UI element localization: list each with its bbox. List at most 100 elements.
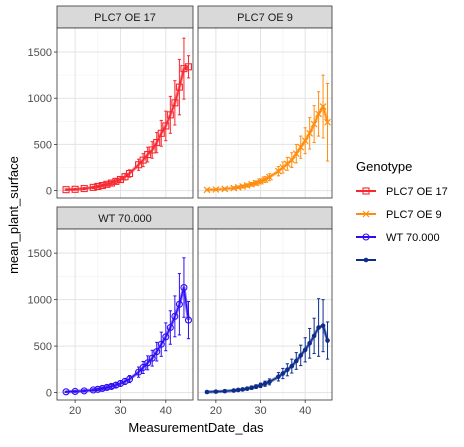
legend-label: PLC7 OE 17	[386, 186, 448, 198]
data-point-marker	[175, 83, 183, 91]
x-tick-label: 40	[160, 405, 172, 417]
x-axis-label: MeasurementDate_das	[128, 420, 264, 435]
data-point-marker	[62, 186, 70, 194]
panel-strip-label: PLC7 OE 17	[94, 12, 156, 24]
data-point-marker	[315, 110, 323, 118]
x-tick-label: 30	[254, 405, 266, 417]
data-point-marker	[280, 371, 286, 376]
data-point-marker	[222, 388, 228, 394]
data-point-marker	[157, 129, 165, 137]
data-point-marker	[94, 182, 102, 191]
y-tick-label: 1500	[28, 47, 52, 59]
data-point-marker	[107, 179, 115, 187]
series-line	[66, 286, 190, 393]
legend-key-marker	[362, 210, 370, 218]
data-point-marker	[80, 387, 88, 395]
legend-key-marker	[363, 257, 369, 263]
data-point-marker	[98, 384, 106, 393]
data-point-marker	[288, 156, 296, 164]
data-point-marker	[289, 363, 295, 369]
panel-border	[56, 228, 194, 401]
data-point-marker	[240, 387, 245, 392]
data-point-marker	[112, 381, 120, 389]
data-point-marker	[125, 169, 134, 178]
series-4	[204, 298, 330, 395]
panel-background	[198, 229, 332, 400]
panel-border	[197, 27, 333, 199]
data-point-marker	[307, 341, 312, 346]
data-point-marker	[71, 387, 79, 396]
x-tick-label: 20	[210, 405, 222, 417]
data-point-marker	[112, 177, 120, 185]
panel-2: PLC7 OE 9	[197, 5, 333, 199]
y-tick-label: 0	[46, 186, 52, 198]
series-3	[62, 257, 193, 396]
data-point-marker	[213, 389, 219, 394]
data-point-marker	[89, 386, 97, 394]
data-point-marker	[204, 389, 210, 395]
x-tick-label: 30	[114, 405, 126, 417]
data-point-marker	[103, 383, 111, 392]
y-axis-label: mean_plant_surface	[6, 156, 21, 274]
data-point-marker	[62, 388, 70, 396]
data-point-marker	[285, 367, 290, 373]
x-tick-label: 20	[69, 405, 81, 417]
y-tick-label: 0	[46, 388, 52, 400]
legend-key-marker	[362, 233, 370, 241]
panel-border	[56, 27, 194, 199]
data-point-marker	[125, 375, 134, 383]
data-point-marker	[175, 300, 183, 308]
legend-label: WT 70.000	[386, 232, 440, 244]
panels-layer: PLC7 OE 17 0 500 1000 1500 PLC7 OE 9 WT 70.000…	[28, 5, 333, 417]
data-point-marker	[319, 103, 327, 110]
data-point-marker	[257, 177, 264, 185]
data-point-marker	[148, 146, 156, 154]
panel-3: WT 70.000 0 500 1000 1500 20 30 40	[28, 206, 194, 417]
panel-border	[197, 228, 333, 401]
legend-item-1: PLC7 OE 17	[356, 186, 448, 198]
data-point-marker	[139, 156, 147, 164]
series-line	[66, 66, 189, 191]
data-point-marker	[184, 63, 193, 71]
y-tick-label: 1000	[28, 93, 52, 105]
panel-gridlines	[57, 28, 193, 198]
data-point-marker	[221, 185, 229, 193]
data-point-marker	[144, 359, 152, 367]
legend-item-4	[356, 257, 376, 263]
data-point-marker	[293, 358, 299, 364]
data-point-marker	[253, 384, 259, 389]
panel-strip-label: WT 70.000	[98, 213, 152, 225]
data-point-marker	[180, 65, 188, 73]
data-point-marker	[171, 312, 179, 320]
data-point-marker	[107, 382, 115, 390]
legend-item-2: PLC7 OE 9	[356, 209, 442, 221]
data-point-marker	[231, 388, 237, 393]
data-point-marker	[212, 186, 220, 193]
data-point-marker	[144, 151, 152, 159]
data-point-marker	[266, 173, 273, 181]
data-point-marker	[311, 333, 317, 339]
data-point-marker	[71, 185, 79, 193]
data-point-marker	[235, 387, 241, 393]
data-point-marker	[276, 374, 281, 380]
data-point-marker	[320, 323, 326, 328]
data-point-marker	[316, 325, 321, 330]
data-point-marker	[171, 99, 179, 107]
data-point-marker	[258, 383, 263, 388]
data-point-marker	[166, 323, 174, 332]
data-point-marker	[153, 348, 161, 356]
data-point-marker	[325, 338, 330, 343]
data-point-marker	[298, 353, 304, 358]
data-point-marker	[203, 186, 211, 194]
data-point-marker	[306, 129, 314, 137]
data-point-marker	[252, 179, 260, 187]
data-point-marker	[116, 379, 125, 388]
data-point-marker	[249, 385, 254, 391]
data-point-marker	[135, 368, 143, 376]
data-point-marker	[184, 316, 193, 324]
data-point-marker	[166, 111, 174, 119]
data-point-marker	[324, 118, 331, 126]
panel-1: PLC7 OE 17 0 500 1000 1500	[28, 5, 194, 199]
